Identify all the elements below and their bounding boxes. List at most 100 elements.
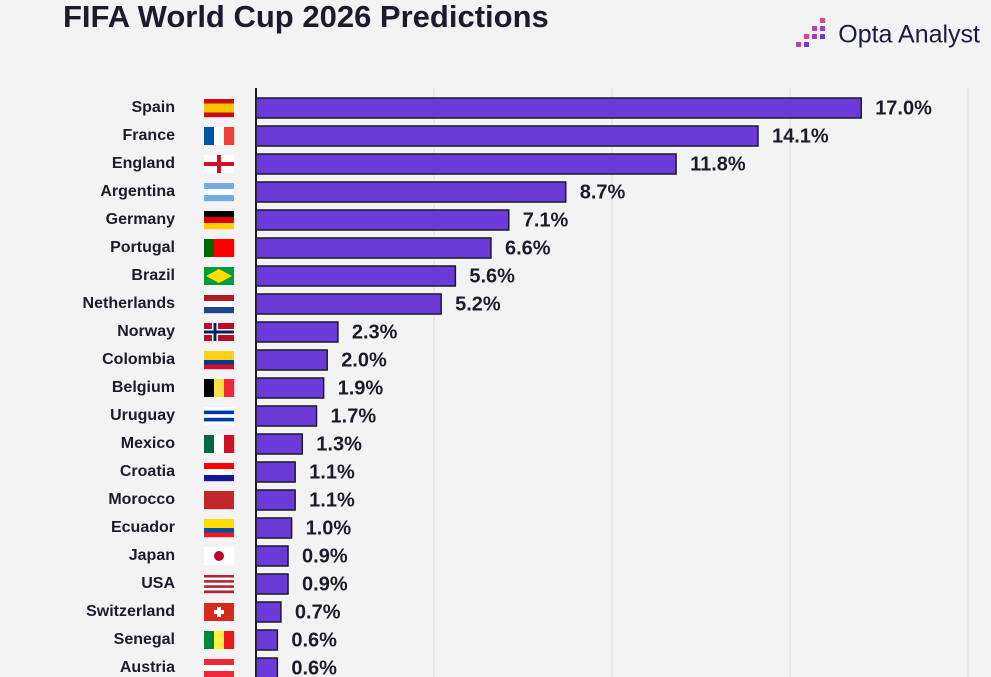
flag-icon: [204, 407, 234, 426]
flag-stripe: [204, 239, 215, 257]
flag-icon: [204, 183, 234, 202]
category-label: Brazil: [131, 267, 175, 284]
flag-stripe: [204, 103, 234, 109]
value-label: 2.3%: [352, 321, 398, 343]
category-label: Mexico: [121, 435, 175, 452]
flag-stripe: [204, 532, 234, 538]
value-label: 17.0%: [875, 97, 932, 119]
bar: [255, 629, 279, 651]
category-label: USA: [141, 575, 175, 592]
flag-icon: [204, 323, 234, 341]
flag-part: [214, 610, 224, 614]
flag-stripe: [204, 127, 215, 145]
flag-icon: [204, 155, 234, 173]
flag-stripe: [204, 414, 234, 418]
flag-stripe: [214, 379, 225, 397]
category-label: Uruguay: [110, 407, 175, 424]
flag-stripe: [224, 127, 235, 145]
flag-stripe: [204, 351, 234, 356]
category-label: Netherlands: [83, 295, 176, 312]
flag-stripe: [204, 523, 234, 529]
flag-icon: [204, 463, 234, 482]
flag-stripe: [204, 475, 234, 482]
flag-stripe: [204, 528, 234, 533]
value-label: 14.1%: [772, 125, 829, 147]
value-label: 0.7%: [295, 601, 341, 623]
flag-stripe: [214, 631, 225, 649]
flag-stripe: [204, 410, 234, 415]
category-label: Germany: [106, 211, 175, 228]
flag-stripe: [204, 355, 234, 361]
brand: Opta Analyst: [838, 21, 980, 49]
category-label: France: [123, 127, 176, 144]
flag-stripe: [204, 469, 234, 476]
flag-stripe: [204, 435, 215, 453]
flag-part: [206, 269, 232, 283]
brand-icon: [796, 18, 825, 47]
flag-stripe: [204, 189, 234, 196]
flag-part: [204, 330, 234, 334]
bar: [255, 405, 318, 427]
bar: [255, 377, 325, 399]
value-label: 0.6%: [291, 657, 337, 677]
category-label: Norway: [117, 323, 175, 340]
flag-icon: [204, 631, 235, 649]
flag-icon: [204, 491, 234, 510]
bar: [255, 489, 296, 511]
flag-stripe: [204, 301, 234, 308]
flag-icon: [204, 211, 234, 230]
flag-part: [204, 162, 234, 166]
value-label: 0.6%: [291, 629, 337, 651]
category-label: Portugal: [110, 239, 175, 256]
bar: [255, 237, 492, 259]
flag-stripe: [204, 631, 215, 649]
flag-stripe: [204, 307, 234, 314]
flag-stripe: [224, 379, 235, 397]
flag-stripe: [204, 590, 234, 594]
flag-stripe: [204, 577, 234, 581]
flag-stripe: [204, 585, 234, 589]
flag-stripe: [204, 575, 234, 578]
bar: [255, 433, 304, 455]
flag-stripe: [204, 659, 234, 666]
flag-stripe: [204, 587, 234, 591]
flag-icon: [204, 379, 235, 397]
bar: [255, 181, 567, 203]
flag-icon: [204, 435, 235, 453]
category-label: Austria: [120, 659, 175, 676]
value-label: 8.7%: [580, 181, 626, 203]
flag-stripe: [214, 239, 225, 257]
flag-stripe: [214, 435, 225, 453]
flag-stripe: [204, 295, 234, 302]
flag-icon: [204, 603, 234, 621]
flag-stripe: [204, 364, 234, 370]
bar: [255, 657, 279, 677]
value-label: 1.9%: [338, 377, 384, 399]
flag-stripe: [224, 435, 235, 453]
flag-icon: [204, 519, 234, 538]
value-label: 6.6%: [505, 237, 551, 259]
bar: [255, 321, 339, 343]
flag-stripe: [204, 360, 234, 365]
flag-stripe: [204, 223, 234, 230]
flag-icon: [204, 547, 234, 565]
flag-icon: [204, 99, 234, 118]
chart-title: FIFA World Cup 2026 Predictions: [63, 0, 549, 34]
flag-stripe: [204, 491, 234, 510]
value-label: 2.0%: [341, 349, 387, 371]
flag-stripe: [204, 421, 234, 426]
category-label: Belgium: [112, 379, 175, 396]
category-label: Senegal: [114, 631, 175, 648]
flag-icon: [204, 127, 235, 145]
flag-stripe: [204, 211, 234, 218]
bar: [255, 209, 510, 231]
bar: [255, 293, 442, 315]
bar: [255, 265, 457, 287]
bar: [255, 461, 296, 483]
flag-stripe: [204, 183, 234, 190]
flag-stripe: [204, 463, 234, 470]
flag-stripe: [224, 631, 235, 649]
value-label: 5.6%: [469, 265, 515, 287]
category-label: Spain: [131, 99, 175, 116]
